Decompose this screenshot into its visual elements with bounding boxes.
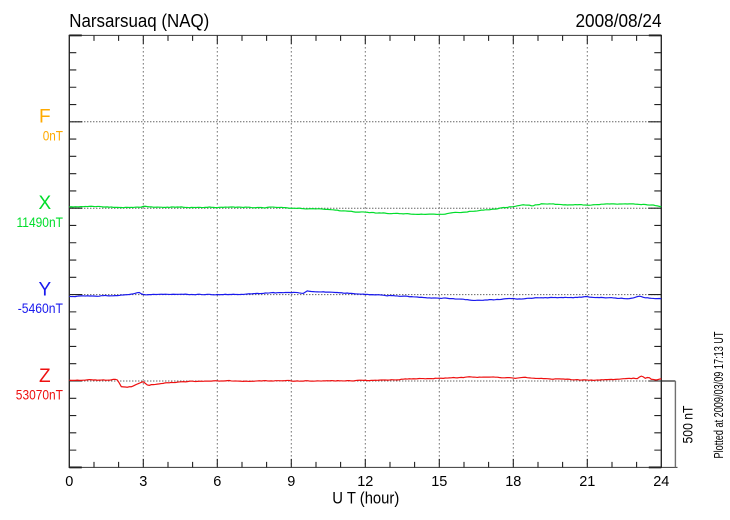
svg-text:F: F bbox=[39, 107, 51, 128]
svg-text:18: 18 bbox=[505, 474, 521, 490]
svg-text:0nT: 0nT bbox=[43, 127, 64, 143]
svg-text:11490nT: 11490nT bbox=[17, 214, 64, 230]
svg-text:Z: Z bbox=[39, 366, 51, 387]
svg-text:9: 9 bbox=[287, 474, 295, 490]
svg-text:500 nT: 500 nT bbox=[680, 405, 696, 443]
svg-text:0: 0 bbox=[65, 474, 73, 490]
svg-text:3: 3 bbox=[139, 474, 147, 490]
svg-text:X: X bbox=[38, 193, 51, 214]
svg-text:15: 15 bbox=[431, 474, 447, 490]
svg-text:-5460nT: -5460nT bbox=[18, 300, 64, 316]
svg-text:Plotted at 2009/03/09 17:13 UT: Plotted at 2009/03/09 17:13 UT bbox=[712, 331, 726, 458]
svg-text:53070nT: 53070nT bbox=[16, 387, 64, 403]
svg-text:Y: Y bbox=[38, 279, 51, 300]
svg-text:U T (hour): U T (hour) bbox=[332, 489, 399, 508]
svg-text:2008/08/24: 2008/08/24 bbox=[576, 11, 662, 31]
svg-text:21: 21 bbox=[579, 474, 595, 490]
svg-text:24: 24 bbox=[653, 474, 669, 490]
svg-text:12: 12 bbox=[357, 474, 373, 490]
svg-text:Narsarsuaq (NAQ): Narsarsuaq (NAQ) bbox=[69, 11, 209, 31]
svg-text:6: 6 bbox=[213, 474, 221, 490]
